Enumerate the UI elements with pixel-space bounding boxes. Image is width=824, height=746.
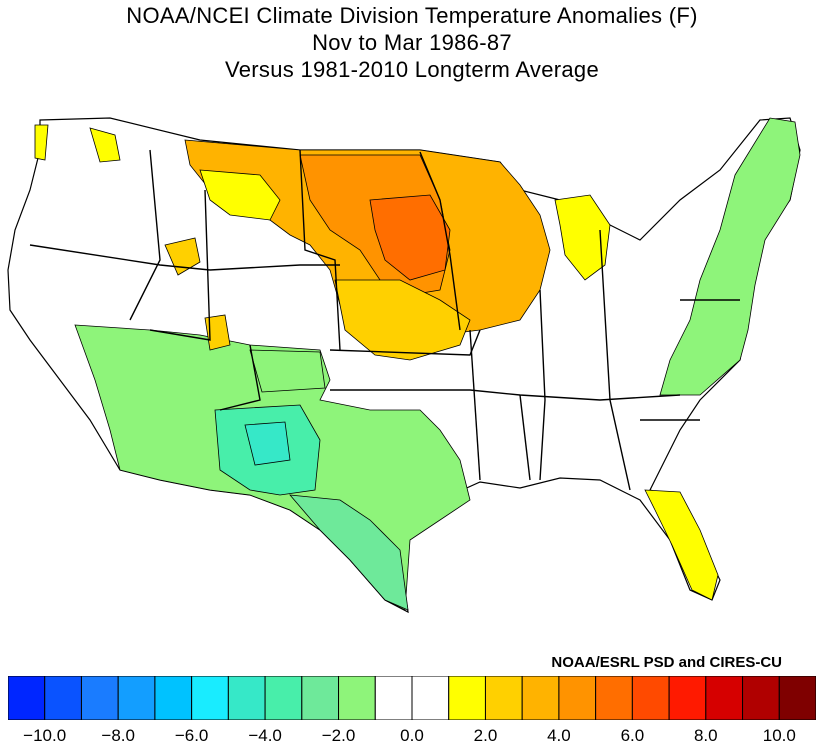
colorbar-swatch: [8, 676, 46, 720]
colorbar-swatch: [521, 676, 560, 720]
colorbar-swatch: [264, 676, 303, 720]
colorbar-swatch: [742, 676, 780, 720]
us-climate-division-map: [7, 117, 801, 614]
colorbar-swatch: [558, 676, 597, 720]
colorbar-swatch: [595, 676, 633, 720]
region-texas-teal: [289, 494, 409, 611]
colorbar-tick-label: 8.0: [693, 726, 718, 745]
colorbar-tick-label: 10.0: [762, 726, 796, 745]
colorbar-swatch: [778, 676, 816, 720]
colorbar-swatch: [338, 676, 376, 720]
colorbar-tick-label: −2.0: [321, 726, 356, 745]
colorbar-tick-label: 6.0: [620, 726, 645, 745]
region-coast-yellow: [34, 124, 49, 161]
region-kansas-yellow: [334, 279, 471, 361]
colorbar-swatch: [668, 676, 707, 720]
region-idaho-yellow: [164, 237, 201, 276]
colorbar-tick-label: −6.0: [174, 726, 209, 745]
colorbar-tick-label: 4.0: [547, 726, 571, 745]
colorbar-swatch: [227, 676, 266, 720]
title-line-3: Versus 1981-2010 Longterm Average: [225, 57, 599, 82]
region-michigan-yellow: [554, 194, 611, 281]
region-florida-yellow: [644, 489, 719, 601]
colorbar-swatch: [154, 676, 193, 720]
region-montana-yellow: [199, 169, 281, 221]
colorbar-tick-label: 2.0: [473, 726, 498, 745]
title-line-2: Nov to Mar 1986-87: [312, 30, 512, 55]
colorbar-swatch: [80, 676, 119, 720]
colorbar-tick-label: −10.0: [23, 726, 67, 745]
state-boundaries: [29, 149, 740, 491]
colorbar-tick-label: −4.0: [248, 726, 282, 745]
colorbar-swatch: [301, 676, 340, 720]
colorbar-swatch: [191, 676, 229, 720]
region-minnesota-hot: [369, 194, 451, 281]
colorbar-swatch: [705, 676, 744, 720]
colorbar-swatch: [448, 676, 486, 720]
colorbar-tick-label: −8.0: [101, 726, 135, 745]
colorbar-tick-label: 0.0: [400, 726, 424, 745]
colorbar: [8, 676, 816, 720]
colorbar-swatch: [44, 676, 82, 720]
region-wa-yellow: [89, 127, 121, 163]
region-colorado-green: [249, 349, 326, 393]
title-block: NOAA/NCEI Climate Division Temperature A…: [0, 2, 824, 83]
title-line-1: NOAA/NCEI Climate Division Temperature A…: [126, 3, 698, 28]
colorbar-swatch: [117, 676, 156, 720]
colorbar-swatch: [374, 676, 413, 720]
colorbar-swatch: [631, 676, 670, 720]
colorbar-swatch: [484, 676, 523, 720]
credit-label: NOAA/ESRL PSD and CIRES-CU: [551, 654, 782, 671]
region-nm-core: [244, 421, 291, 466]
colorbar-swatch: [411, 676, 450, 720]
